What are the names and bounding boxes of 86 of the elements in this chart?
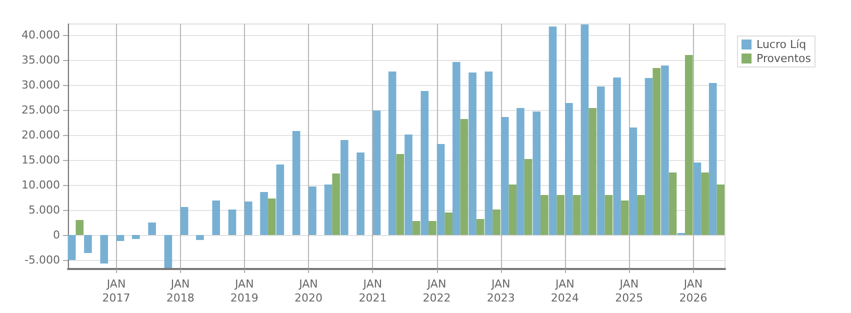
bar <box>604 195 613 235</box>
y-tick-label: 10.000 <box>22 178 60 192</box>
bar <box>468 72 476 235</box>
bar <box>668 172 677 235</box>
y-tick-label: 30.000 <box>22 78 60 92</box>
bar <box>244 202 252 235</box>
bar <box>428 221 436 235</box>
bar <box>452 62 460 235</box>
bar <box>100 235 108 264</box>
bar <box>196 235 204 240</box>
bar <box>556 195 564 235</box>
y-tick-label: 0 <box>53 228 60 242</box>
y-tick-label: 35.000 <box>22 54 60 66</box>
x-tick-label: JAN 2018 <box>166 278 194 304</box>
bar <box>84 235 92 253</box>
bar <box>508 184 517 235</box>
bar <box>268 198 276 235</box>
bar <box>68 235 76 260</box>
bar <box>436 144 445 235</box>
x-tick-label: JAN 2024 <box>550 278 579 304</box>
bar <box>412 221 420 235</box>
bar <box>684 55 693 235</box>
bar <box>524 159 532 235</box>
x-tick-label: JAN 2020 <box>294 278 322 304</box>
x-tick-label: JAN 2021 <box>358 278 387 304</box>
bar <box>580 24 589 235</box>
bar <box>420 91 429 235</box>
bar <box>620 200 629 235</box>
x-tick-label: JAN 2023 <box>486 278 515 304</box>
bar <box>332 174 340 235</box>
bar <box>276 164 284 235</box>
bar <box>492 210 500 235</box>
bar <box>356 152 364 235</box>
bar <box>148 222 156 235</box>
bar <box>260 192 268 235</box>
bar <box>572 195 581 235</box>
bar <box>613 78 621 235</box>
bar <box>548 26 557 235</box>
x-tick-label: JAN 2026 <box>679 278 708 304</box>
legend-label: Lucro Líq <box>756 38 806 51</box>
y-tick-label: 5.000 <box>28 204 60 216</box>
bar <box>388 72 396 235</box>
y-tick-label: 40.000 <box>22 28 60 42</box>
y-tick-label: 20.000 <box>22 128 60 142</box>
bar <box>340 140 348 235</box>
bar <box>76 220 84 235</box>
bar <box>596 86 605 235</box>
bar <box>460 119 468 235</box>
bar <box>396 154 404 235</box>
bar <box>292 131 300 235</box>
bar <box>693 162 702 235</box>
bar <box>476 219 484 235</box>
bar <box>444 212 452 235</box>
y-tick-label: 15.000 <box>22 154 60 166</box>
bar <box>644 78 653 235</box>
bar <box>308 186 316 235</box>
bar <box>324 184 332 235</box>
bar <box>532 112 541 235</box>
bar <box>116 235 124 241</box>
bar <box>228 210 236 235</box>
bar <box>701 172 709 235</box>
bar <box>372 110 381 235</box>
bar <box>652 68 660 235</box>
bar <box>500 117 509 235</box>
y-tick-label: 25.000 <box>22 104 60 116</box>
bar <box>484 72 493 235</box>
bar <box>565 103 573 235</box>
y-tick-label: -5.000 <box>24 254 60 266</box>
bar <box>637 195 645 235</box>
bar <box>212 200 220 235</box>
x-tick-label: JAN 2017 <box>102 278 130 304</box>
bar <box>164 235 172 268</box>
bar <box>132 235 140 239</box>
bar <box>716 184 725 235</box>
bar <box>516 108 524 235</box>
x-tick-label: JAN 2022 <box>422 278 451 304</box>
x-tick-label: JAN 2019 <box>230 278 258 304</box>
x-tick-label: JAN 2025 <box>615 278 644 304</box>
bar <box>540 195 548 235</box>
bar <box>404 134 412 235</box>
bar <box>629 128 638 235</box>
legend-label: Proventos <box>756 52 812 65</box>
bar <box>708 83 717 235</box>
bar <box>180 207 188 235</box>
bar <box>588 108 596 235</box>
bar <box>661 66 669 235</box>
